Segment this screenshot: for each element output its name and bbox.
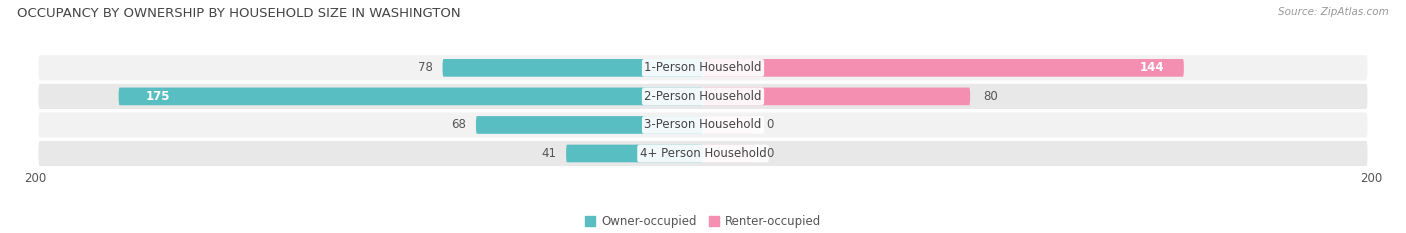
Text: 3-Person Household: 3-Person Household <box>644 118 762 131</box>
FancyBboxPatch shape <box>475 116 703 134</box>
Text: 0: 0 <box>766 147 773 160</box>
FancyBboxPatch shape <box>567 145 703 162</box>
Legend: Owner-occupied, Renter-occupied: Owner-occupied, Renter-occupied <box>579 210 827 233</box>
Text: 175: 175 <box>145 90 170 103</box>
FancyBboxPatch shape <box>38 141 1368 166</box>
Text: 2-Person Household: 2-Person Household <box>644 90 762 103</box>
Text: 78: 78 <box>418 61 433 74</box>
FancyBboxPatch shape <box>38 84 1368 109</box>
Text: 41: 41 <box>541 147 555 160</box>
Text: 80: 80 <box>983 90 998 103</box>
Text: 0: 0 <box>766 118 773 131</box>
FancyBboxPatch shape <box>703 59 1184 77</box>
FancyBboxPatch shape <box>38 55 1368 80</box>
Text: 1-Person Household: 1-Person Household <box>644 61 762 74</box>
FancyBboxPatch shape <box>703 145 754 162</box>
Text: 68: 68 <box>451 118 465 131</box>
FancyBboxPatch shape <box>703 88 970 105</box>
Text: 144: 144 <box>1139 61 1164 74</box>
Text: Source: ZipAtlas.com: Source: ZipAtlas.com <box>1278 7 1389 17</box>
FancyBboxPatch shape <box>443 59 703 77</box>
FancyBboxPatch shape <box>118 88 703 105</box>
FancyBboxPatch shape <box>703 116 754 134</box>
FancyBboxPatch shape <box>38 112 1368 137</box>
Text: 4+ Person Household: 4+ Person Household <box>640 147 766 160</box>
Text: OCCUPANCY BY OWNERSHIP BY HOUSEHOLD SIZE IN WASHINGTON: OCCUPANCY BY OWNERSHIP BY HOUSEHOLD SIZE… <box>17 7 461 20</box>
